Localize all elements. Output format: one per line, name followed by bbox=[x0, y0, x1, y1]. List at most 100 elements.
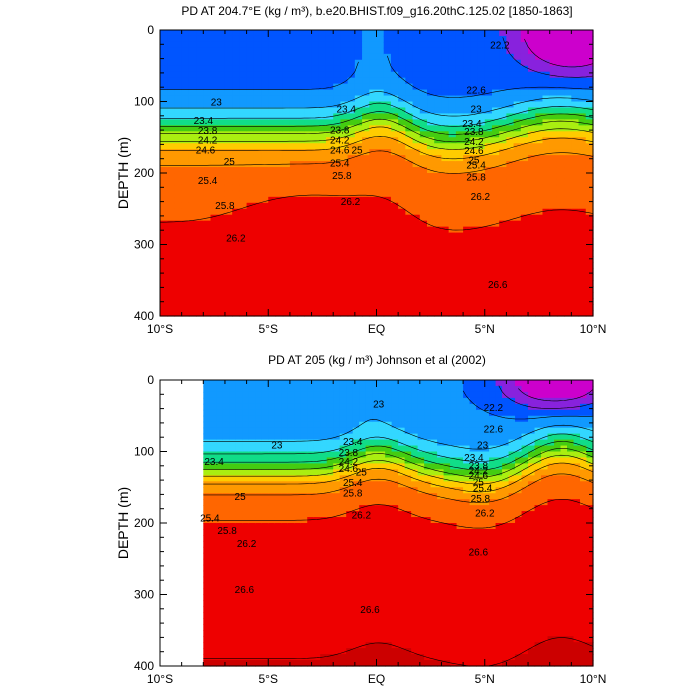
contour-cell bbox=[246, 167, 255, 174]
contour-cell bbox=[289, 47, 298, 55]
contour-cell bbox=[535, 71, 544, 79]
contour-cell bbox=[253, 226, 262, 234]
contour-cell bbox=[556, 274, 565, 281]
contour-cell bbox=[281, 618, 289, 625]
contour-cell bbox=[578, 208, 587, 216]
contour-cell bbox=[412, 232, 421, 240]
contour-cell bbox=[340, 262, 349, 269]
contour-cell bbox=[246, 298, 255, 305]
contour-cell bbox=[437, 636, 445, 643]
contour-line bbox=[160, 55, 594, 98]
contour-cell bbox=[359, 511, 367, 518]
contour-cell bbox=[281, 642, 289, 649]
contour-cell bbox=[311, 268, 320, 275]
contour-cell bbox=[248, 499, 256, 506]
contour-cell bbox=[261, 149, 269, 156]
contour-cell bbox=[383, 274, 392, 281]
contour-cell bbox=[450, 380, 458, 387]
contour-cell bbox=[261, 636, 269, 643]
contour-cell bbox=[491, 101, 500, 109]
contour-cell bbox=[412, 101, 421, 109]
contour-cell bbox=[318, 101, 327, 109]
contour-cell bbox=[325, 190, 334, 198]
contour-cell bbox=[253, 125, 262, 132]
contour-cell bbox=[235, 403, 243, 411]
contour-cell bbox=[255, 630, 263, 637]
contour-cell bbox=[470, 71, 479, 79]
contour-cell bbox=[287, 606, 295, 613]
contour-cell bbox=[385, 433, 393, 441]
contour-cell bbox=[535, 298, 544, 305]
contour-cell bbox=[437, 415, 445, 423]
contour-cell bbox=[542, 274, 551, 281]
contour-cell bbox=[325, 125, 334, 132]
contour-cell bbox=[160, 53, 168, 61]
contour-cell bbox=[491, 286, 500, 293]
contour-cell bbox=[417, 511, 425, 518]
contour-cell bbox=[229, 576, 237, 584]
contour-cell bbox=[282, 244, 291, 252]
contour-cell bbox=[391, 588, 399, 596]
contour-cell bbox=[520, 280, 529, 287]
contour-cell bbox=[235, 528, 243, 536]
contour-cell bbox=[224, 173, 233, 180]
contour-cell bbox=[304, 77, 313, 85]
contour-cell bbox=[443, 523, 451, 530]
contour-cell bbox=[491, 208, 500, 216]
contour-cell bbox=[235, 606, 243, 613]
contour-cell bbox=[229, 546, 237, 554]
contour-cell bbox=[405, 298, 414, 305]
contour-cell bbox=[434, 202, 443, 210]
contour-cell bbox=[365, 523, 373, 530]
contour-cell bbox=[411, 618, 419, 625]
contour-cell bbox=[318, 286, 327, 293]
contour-cell bbox=[470, 208, 479, 216]
contour-cell bbox=[217, 214, 226, 222]
contour-cell bbox=[346, 481, 354, 488]
contour-cell bbox=[354, 137, 363, 144]
contour-cell bbox=[246, 161, 255, 168]
contour-cell bbox=[242, 570, 250, 578]
contour-cell bbox=[437, 570, 445, 578]
contour-cell bbox=[383, 184, 392, 192]
contour-cell bbox=[365, 409, 373, 417]
contour-cell bbox=[307, 397, 315, 405]
contour-cell bbox=[203, 415, 211, 423]
contour-cell bbox=[300, 391, 308, 399]
contour-cell bbox=[520, 310, 529, 317]
contour-cell bbox=[391, 660, 399, 667]
contour-label: 22.2 bbox=[490, 40, 510, 51]
contour-cell bbox=[359, 391, 367, 399]
contour-cell bbox=[365, 660, 373, 667]
contour-cell bbox=[289, 89, 298, 97]
contour-cell bbox=[564, 89, 572, 97]
contour-cell bbox=[210, 178, 219, 186]
contour-cell bbox=[491, 232, 500, 240]
contour-cell bbox=[564, 65, 572, 73]
contour-cell bbox=[542, 178, 551, 186]
contour-cell bbox=[253, 304, 262, 311]
contour-cell bbox=[441, 256, 450, 263]
contour-cell bbox=[300, 642, 308, 649]
contour-cell bbox=[246, 137, 255, 144]
contour-cell bbox=[340, 184, 349, 192]
contour-cell bbox=[385, 594, 393, 602]
contour-cell bbox=[203, 30, 212, 37]
contour-cell bbox=[450, 570, 458, 578]
contour-cell bbox=[268, 451, 276, 459]
contour-cell bbox=[294, 618, 302, 625]
contour-cell bbox=[477, 71, 486, 79]
contour-cell bbox=[289, 220, 298, 228]
contour-cell bbox=[378, 570, 386, 578]
contour-cell bbox=[232, 202, 240, 210]
contour-cell bbox=[376, 77, 385, 85]
contour-cell bbox=[232, 167, 240, 174]
contour-cell bbox=[333, 137, 342, 144]
contour-cell bbox=[196, 226, 204, 234]
contour-cell bbox=[235, 552, 243, 560]
contour-cell bbox=[333, 636, 341, 643]
contour-cell bbox=[549, 286, 558, 293]
contour-cell bbox=[470, 274, 479, 281]
contour-cell bbox=[242, 642, 250, 649]
contour-cell bbox=[289, 232, 298, 240]
